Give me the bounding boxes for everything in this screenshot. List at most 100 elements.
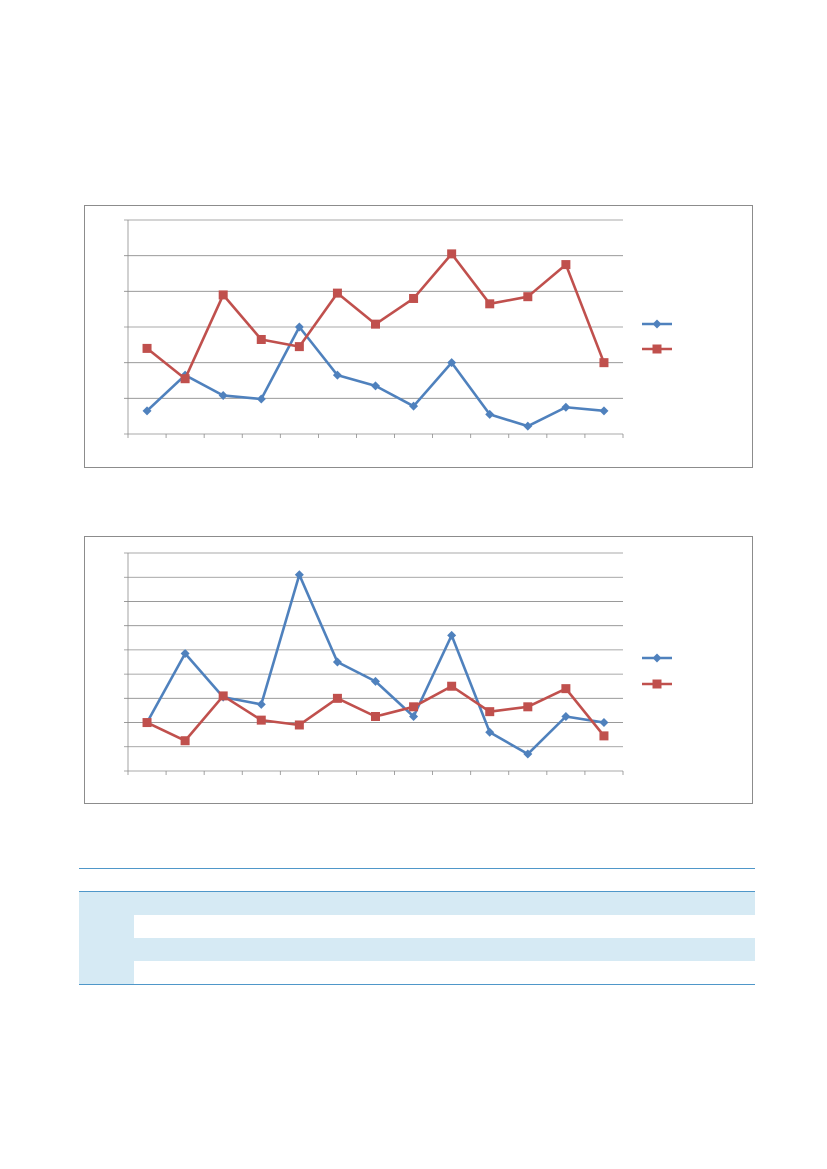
- series-2-point: [485, 299, 495, 309]
- table-cell: [79, 868, 134, 892]
- table-cell: [571, 961, 627, 985]
- series-2-point: [523, 292, 533, 302]
- series-2-point: [599, 358, 609, 368]
- chart-2-svg: [124, 552, 672, 775]
- table-cell: [360, 961, 396, 985]
- series-1-point: [256, 699, 266, 709]
- table-cell: [281, 868, 323, 892]
- table-cell: [449, 868, 492, 892]
- series-2-point: [294, 342, 304, 352]
- series-2-point: [371, 712, 380, 721]
- series-1-point: [523, 749, 533, 759]
- table-cell: [710, 961, 755, 985]
- chart-1-svg: [124, 219, 672, 438]
- series-2-point: [371, 319, 380, 329]
- series-2-point: [294, 720, 304, 730]
- table-cell: [323, 961, 360, 985]
- table-cell: [281, 938, 323, 961]
- table-cell: [79, 961, 134, 985]
- table-cell: [281, 915, 323, 938]
- table-header-row: [79, 868, 755, 892]
- table-cell: [534, 891, 571, 915]
- table-cell: [184, 961, 235, 985]
- series-1-point: [485, 409, 495, 419]
- legend-2-marker: [652, 679, 662, 689]
- table-cell: [134, 868, 184, 892]
- table-cell: [710, 915, 755, 938]
- series-1-point: [294, 570, 304, 580]
- series-2-point: [218, 290, 228, 300]
- series-1-line: [146, 325, 605, 428]
- table-cell: [134, 891, 184, 915]
- series-1-point: [599, 718, 609, 728]
- table-cell: [664, 891, 710, 915]
- table-cell: [449, 915, 492, 938]
- series-1-point: [180, 649, 190, 659]
- series-1-point: [218, 390, 228, 400]
- series-1-point: [561, 402, 571, 412]
- table-cell: [396, 961, 449, 985]
- table-cell: [235, 961, 281, 985]
- table-cell: [79, 938, 134, 961]
- table-cell: [235, 938, 281, 961]
- table-cell: [449, 961, 492, 985]
- table-cell: [492, 938, 534, 961]
- table-cell: [534, 938, 571, 961]
- table-cell: [360, 938, 396, 961]
- table-cell: [664, 915, 710, 938]
- series-2-point: [332, 693, 342, 703]
- series-1-point: [142, 406, 152, 416]
- table-cell: [396, 938, 449, 961]
- series-1-point: [294, 322, 304, 332]
- table-cell: [664, 868, 710, 892]
- table-row: [79, 915, 755, 938]
- table-cell: [571, 938, 627, 961]
- series-1-point: [332, 657, 342, 667]
- table-cell: [281, 961, 323, 985]
- table-cell: [627, 868, 664, 892]
- table-row: [79, 938, 755, 961]
- series-2-point: [447, 249, 457, 259]
- table-cell: [710, 938, 755, 961]
- series-2-point: [142, 343, 152, 353]
- table-cell: [323, 868, 360, 892]
- series-1-point: [599, 406, 609, 416]
- series-1-point: [409, 712, 419, 721]
- table-cell: [134, 938, 184, 961]
- table-cell: [492, 915, 534, 938]
- table-cell: [492, 868, 534, 892]
- series-2-point: [561, 684, 571, 694]
- table-cell: [571, 868, 627, 892]
- series-1-point: [485, 727, 495, 737]
- table-cell: [323, 891, 360, 915]
- table-cell: [235, 891, 281, 915]
- table-cell: [235, 868, 281, 892]
- table-cell: [449, 938, 492, 961]
- legend-1-marker: [652, 319, 662, 329]
- series-1-point: [371, 676, 380, 686]
- table-cell: [710, 868, 755, 892]
- series-2-point: [599, 731, 609, 741]
- series-2-point: [409, 293, 419, 303]
- table-cell: [360, 915, 396, 938]
- table-cell: [627, 891, 664, 915]
- table-cell: [134, 961, 184, 985]
- legend-2-marker: [652, 344, 662, 354]
- table-cell: [492, 891, 534, 915]
- data-table: [79, 868, 755, 985]
- series-2-point: [180, 374, 190, 384]
- table-cell: [534, 868, 571, 892]
- table-cell: [134, 915, 184, 938]
- table-cell: [360, 868, 396, 892]
- table-cell: [396, 891, 449, 915]
- table-cell: [396, 868, 449, 892]
- table-cell: [79, 891, 134, 915]
- table-cell: [235, 915, 281, 938]
- series-2-point: [409, 702, 419, 712]
- table-cell: [449, 891, 492, 915]
- table-cell: [184, 891, 235, 915]
- table-cell: [627, 938, 664, 961]
- table-cell: [281, 891, 323, 915]
- table-cell: [79, 915, 134, 938]
- table-cell: [396, 915, 449, 938]
